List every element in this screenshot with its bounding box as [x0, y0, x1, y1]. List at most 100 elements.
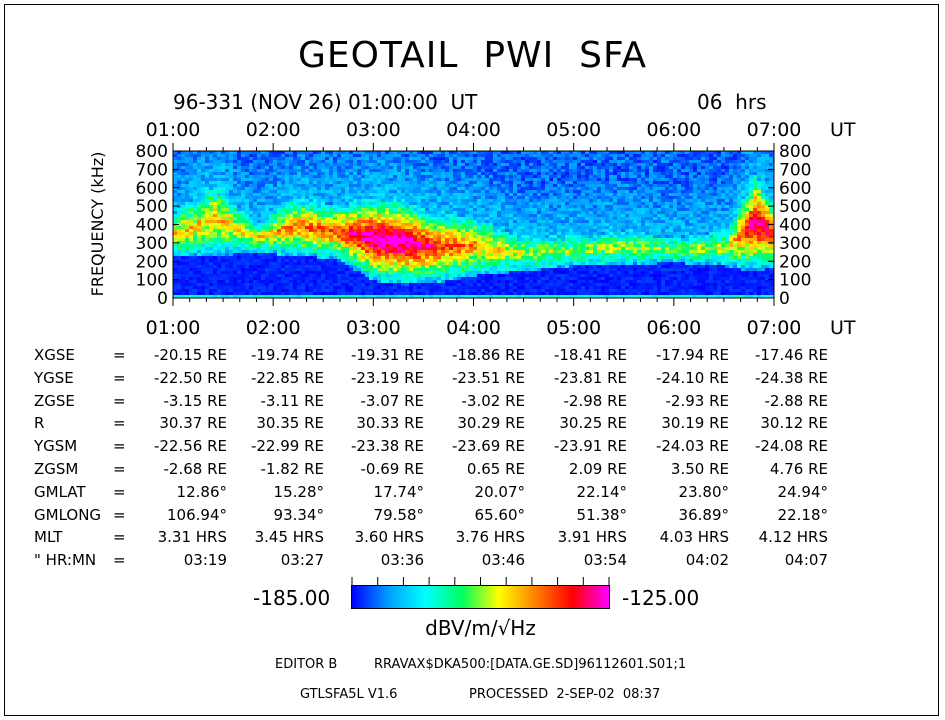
heatmap-cell	[313, 214, 317, 217]
heatmap-cell	[197, 229, 201, 232]
heatmap-cell	[313, 175, 317, 178]
heatmap-cell	[181, 181, 185, 184]
heatmap-cell	[181, 235, 185, 238]
heatmap-cell	[549, 277, 553, 280]
heatmap-cell	[453, 211, 457, 214]
heatmap-cell	[553, 277, 557, 280]
heatmap-cell	[361, 277, 365, 280]
heatmap-cell	[501, 265, 505, 268]
heatmap-cell	[533, 220, 537, 223]
heatmap-cell	[417, 283, 421, 286]
heatmap-cell	[301, 223, 305, 226]
heatmap-cell	[229, 166, 233, 169]
heatmap-cell	[281, 280, 285, 283]
heatmap-cell	[453, 262, 457, 265]
heatmap-cell	[189, 208, 193, 211]
heatmap-cell	[501, 208, 505, 211]
heatmap-cell	[213, 250, 217, 253]
heatmap-cell	[233, 238, 237, 241]
heatmap-cell	[489, 214, 493, 217]
heatmap-cell	[441, 175, 445, 178]
heatmap-cell	[361, 178, 365, 181]
heatmap-cell	[465, 217, 469, 220]
heatmap-cell	[177, 229, 181, 232]
heatmap-cell	[393, 232, 397, 235]
heatmap-cell	[241, 220, 245, 223]
heatmap-cell	[197, 295, 201, 298]
heatmap-cell	[485, 232, 489, 235]
heatmap-cell	[485, 205, 489, 208]
heatmap-cell	[245, 229, 249, 232]
heatmap-cell	[217, 220, 221, 223]
heatmap-cell	[457, 277, 461, 280]
heatmap-cell	[357, 241, 361, 244]
heatmap-cell	[469, 214, 473, 217]
heatmap-cell	[289, 229, 293, 232]
heatmap-cell	[397, 265, 401, 268]
heatmap-cell	[317, 280, 321, 283]
heatmap-cell	[429, 172, 433, 175]
heatmap-cell	[549, 271, 553, 274]
heatmap-cell	[405, 151, 409, 154]
heatmap-cell	[493, 169, 497, 172]
heatmap-cell	[321, 202, 325, 205]
heatmap-cell	[293, 151, 297, 154]
heatmap-cell	[373, 193, 377, 196]
heatmap-cell	[497, 172, 501, 175]
heatmap-cell	[349, 160, 353, 163]
heatmap-cell	[517, 277, 521, 280]
heatmap-cell	[237, 277, 241, 280]
heatmap-cell	[529, 208, 533, 211]
heatmap-cell	[549, 154, 553, 157]
heatmap-cell	[197, 214, 201, 217]
heatmap-cell	[353, 166, 357, 169]
heatmap-cell	[449, 181, 453, 184]
heatmap-cell	[481, 211, 485, 214]
heatmap-cell	[489, 289, 493, 292]
heatmap-cell	[453, 166, 457, 169]
heatmap-cell	[285, 193, 289, 196]
heatmap-cell	[281, 169, 285, 172]
heatmap-cell	[253, 193, 257, 196]
heatmap-cell	[181, 178, 185, 181]
heatmap-cell	[449, 262, 453, 265]
heatmap-cell	[233, 181, 237, 184]
heatmap-cell	[573, 256, 577, 259]
heatmap-cell	[277, 193, 281, 196]
heatmap-cell	[201, 205, 205, 208]
heatmap-cell	[369, 262, 373, 265]
heatmap-cell	[277, 283, 281, 286]
heatmap-cell	[513, 181, 517, 184]
heatmap-cell	[509, 169, 513, 172]
heatmap-cell	[577, 178, 581, 181]
heatmap-cell	[505, 187, 509, 190]
heatmap-cell	[537, 247, 541, 250]
heatmap-cell	[357, 172, 361, 175]
heatmap-cell	[393, 250, 397, 253]
heatmap-cell	[365, 259, 369, 262]
heatmap-cell	[529, 199, 533, 202]
heatmap-cell	[353, 244, 357, 247]
heatmap-cell	[197, 292, 201, 295]
heatmap-cell	[209, 232, 213, 235]
heatmap-cell	[453, 205, 457, 208]
heatmap-cell	[333, 202, 337, 205]
heatmap-cell	[509, 295, 513, 298]
heatmap-cell	[401, 220, 405, 223]
heatmap-cell	[405, 256, 409, 259]
heatmap-cell	[329, 271, 333, 274]
heatmap-cell	[561, 265, 565, 268]
heatmap-cell	[177, 286, 181, 289]
heatmap-cell	[405, 157, 409, 160]
heatmap-cell	[405, 163, 409, 166]
heatmap-cell	[485, 196, 489, 199]
heatmap-cell	[521, 253, 525, 256]
heatmap-cell	[273, 289, 277, 292]
heatmap-cell	[205, 229, 209, 232]
heatmap-cell	[257, 286, 261, 289]
heatmap-cell	[349, 205, 353, 208]
heatmap-cell	[313, 277, 317, 280]
heatmap-cell	[461, 190, 465, 193]
heatmap-cell	[309, 163, 313, 166]
heatmap-cell	[461, 247, 465, 250]
